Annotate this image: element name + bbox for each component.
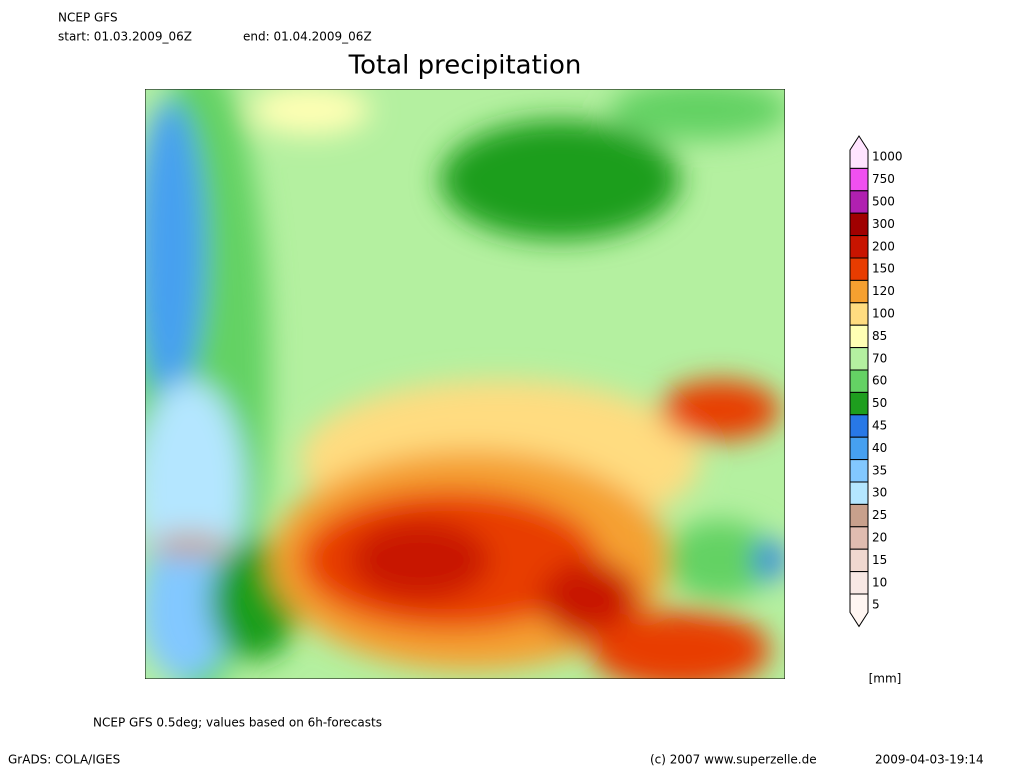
legend-swatch (849, 459, 869, 483)
legend-label: 60 (872, 374, 887, 388)
legend-swatch (849, 347, 869, 371)
legend-swatch (849, 503, 869, 528)
legend: 1000 750 500 300 200 150 120 100 85 70 60 50 45 40 35 3… (849, 135, 903, 628)
footnote: NCEP GFS 0.5deg; values based on 6h-fore… (93, 716, 382, 730)
legend-label: 500 (872, 195, 895, 209)
legend-label: 120 (872, 284, 895, 298)
map-title: Total precipitation (348, 51, 582, 81)
start-time: start: 01.03.2009_06Z (58, 30, 192, 44)
legend-swatch (849, 167, 869, 192)
legend-swatch (849, 526, 869, 550)
legend-label: 300 (872, 217, 895, 231)
legend-swatch (849, 324, 869, 349)
legend-label: 10 (872, 575, 887, 589)
legend-swatch (849, 212, 869, 237)
legend-label: 35 (872, 463, 887, 477)
software: GrADS: COLA/IGES (8, 753, 120, 767)
legend-swatch (849, 235, 869, 259)
legend-swatch (849, 481, 869, 505)
legend-label: 50 (872, 396, 887, 410)
legend-label: 200 (872, 239, 895, 253)
legend-swatch (849, 436, 869, 461)
legend-label: 150 (872, 262, 895, 276)
copyright: (c) 2007 www.superzelle.de (650, 753, 817, 767)
legend-label: 25 (872, 508, 887, 522)
legend-label: 30 (872, 486, 887, 500)
legend-swatch (849, 135, 869, 169)
legend-swatch (849, 279, 869, 304)
legend-label: 70 (872, 351, 887, 365)
legend-swatch (849, 190, 869, 214)
legend-swatch (849, 391, 869, 416)
legend-swatch (849, 548, 869, 573)
end-time: end: 01.04.2009_06Z (243, 30, 372, 44)
legend-label: 45 (872, 419, 887, 433)
legend-swatch (849, 369, 869, 393)
legend-label: 20 (872, 531, 887, 545)
legend-label: 85 (872, 329, 887, 343)
precipitation-field (145, 89, 785, 679)
legend-label: 750 (872, 172, 895, 186)
legend-label: 5 (872, 598, 880, 612)
legend-label: 1000 (872, 150, 903, 164)
legend-swatch (849, 302, 869, 326)
legend-label: 15 (872, 553, 887, 567)
timestamp: 2009-04-03-19:14 (875, 753, 984, 767)
unit-label: [mm] (869, 672, 902, 686)
legend-label: 100 (872, 307, 895, 321)
legend-label: 40 (872, 441, 887, 455)
legend-swatch (849, 571, 869, 595)
model: NCEP GFS (58, 11, 118, 25)
legend-swatch (849, 257, 869, 281)
legend-swatch (849, 414, 869, 438)
legend-swatch (849, 593, 869, 628)
